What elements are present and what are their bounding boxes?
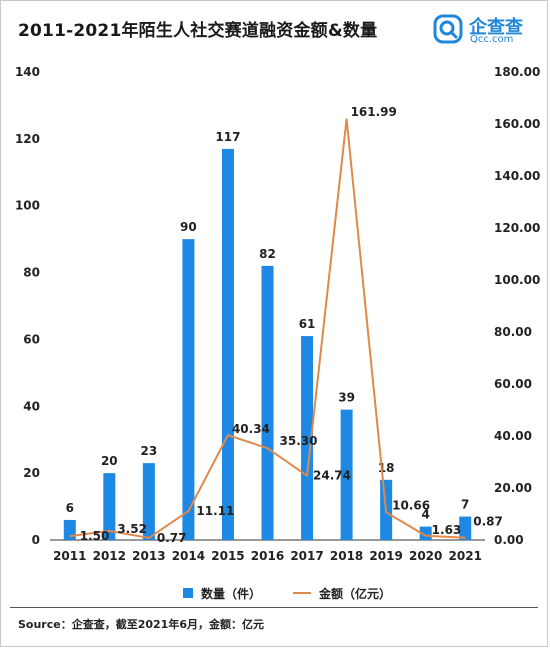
line-point-amount bbox=[425, 535, 427, 537]
bar-count bbox=[261, 265, 274, 540]
y-right-tick-label: 180.00 bbox=[494, 65, 540, 79]
line-value-label: 35.30 bbox=[280, 434, 318, 448]
y-left-tick-label: 100 bbox=[15, 199, 40, 213]
line-point-amount bbox=[227, 434, 229, 436]
y-left-tick-label: 60 bbox=[23, 332, 40, 346]
line-point-amount bbox=[69, 535, 71, 537]
chart-title: 2011-2021年陌生人社交赛道融资金额&数量 bbox=[18, 21, 378, 41]
line-point-amount bbox=[385, 511, 387, 513]
bar-count bbox=[63, 519, 76, 540]
line-point-amount bbox=[267, 447, 268, 449]
x-tick-label: 2012 bbox=[93, 549, 126, 563]
line-value-label: 0.87 bbox=[473, 515, 503, 529]
bar-count bbox=[221, 148, 234, 540]
y-right-tick-label: 60.00 bbox=[494, 377, 532, 391]
line-point-amount bbox=[346, 118, 348, 120]
logo-subtext: Qcc.com bbox=[470, 34, 514, 45]
x-tick-label: 2018 bbox=[330, 549, 363, 563]
y-left-tick-label: 0 bbox=[32, 533, 40, 547]
y-right-tick-label: 100.00 bbox=[494, 273, 540, 287]
x-tick-label: 2014 bbox=[172, 549, 205, 563]
line-point-amount bbox=[464, 537, 466, 539]
bar-count bbox=[340, 409, 353, 540]
y-right-tick-label: 80.00 bbox=[494, 325, 532, 339]
y-left-tick-label: 20 bbox=[23, 466, 40, 480]
bar-value-label: 7 bbox=[461, 498, 469, 512]
line-point-amount bbox=[187, 510, 189, 512]
y-right-tick-label: 40.00 bbox=[494, 429, 532, 443]
bar-value-label: 90 bbox=[180, 220, 197, 234]
legend-swatch-amount bbox=[293, 592, 311, 594]
line-point-amount bbox=[306, 475, 308, 477]
y-left-tick-label: 80 bbox=[23, 266, 40, 280]
bar-count bbox=[459, 516, 472, 540]
line-value-label: 1.63 bbox=[432, 523, 462, 537]
bar-value-label: 20 bbox=[101, 454, 118, 468]
footer-divider bbox=[10, 607, 538, 608]
bar-count bbox=[301, 336, 314, 540]
line-value-label: 161.99 bbox=[351, 105, 397, 119]
y-right-tick-label: 120.00 bbox=[494, 221, 540, 235]
x-tick-label: 2011 bbox=[53, 549, 86, 563]
logo-text: 企查查 bbox=[469, 17, 523, 38]
x-tick-label: 2020 bbox=[409, 549, 442, 563]
y-right-tick-label: 140.00 bbox=[494, 169, 540, 183]
bar-value-label: 23 bbox=[141, 444, 158, 458]
x-tick-label: 2021 bbox=[449, 549, 482, 563]
x-tick-label: 2016 bbox=[251, 549, 284, 563]
bar-value-label: 6 bbox=[66, 501, 74, 515]
legend-swatch-count bbox=[183, 588, 193, 598]
x-tick-label: 2013 bbox=[132, 549, 165, 563]
line-value-label: 10.66 bbox=[392, 498, 430, 512]
y-right-tick-label: 0.00 bbox=[494, 533, 524, 547]
legend-label-amount: 金额（亿元） bbox=[319, 587, 392, 601]
qcc-logo-icon bbox=[433, 14, 463, 44]
line-value-label: 3.52 bbox=[117, 522, 147, 536]
source-note: Source：企查查，截至2021年6月，金额：亿元 bbox=[18, 618, 264, 631]
line-value-label: 1.50 bbox=[80, 529, 110, 543]
line-value-label: 0.77 bbox=[157, 531, 187, 545]
qcc-logo: 企查查 Qcc.com bbox=[429, 12, 544, 46]
bar-count bbox=[103, 473, 116, 540]
line-value-label: 24.74 bbox=[313, 469, 351, 483]
bar-count bbox=[142, 463, 155, 540]
x-tick-label: 2017 bbox=[290, 549, 323, 563]
combo-chart: 0 20 40 60 80 100 120 140 0.00 20.00 40.00 60.00 80.… bbox=[15, 65, 540, 563]
legend-label-count: 数量（件） bbox=[201, 587, 262, 601]
bar-value-label: 61 bbox=[299, 317, 316, 331]
bar-value-label: 4 bbox=[422, 508, 430, 522]
x-tick-label: 2015 bbox=[211, 549, 244, 563]
line-value-label: 40.34 bbox=[232, 422, 270, 436]
y-left-tick-label: 140 bbox=[15, 65, 40, 79]
line-point-amount bbox=[148, 537, 150, 539]
y-right-tick-label: 160.00 bbox=[494, 117, 540, 131]
y-left-tick-label: 120 bbox=[15, 132, 40, 146]
bar-value-label: 117 bbox=[215, 130, 240, 144]
x-tick-label: 2019 bbox=[369, 549, 402, 563]
bar-count bbox=[182, 239, 195, 540]
bar-value-label: 82 bbox=[259, 247, 276, 261]
y-left-tick-label: 40 bbox=[23, 399, 40, 413]
y-right-tick-label: 20.00 bbox=[494, 481, 532, 495]
bar-value-label: 39 bbox=[338, 391, 355, 405]
line-point-amount bbox=[108, 530, 110, 532]
line-value-label: 11.11 bbox=[196, 504, 234, 518]
